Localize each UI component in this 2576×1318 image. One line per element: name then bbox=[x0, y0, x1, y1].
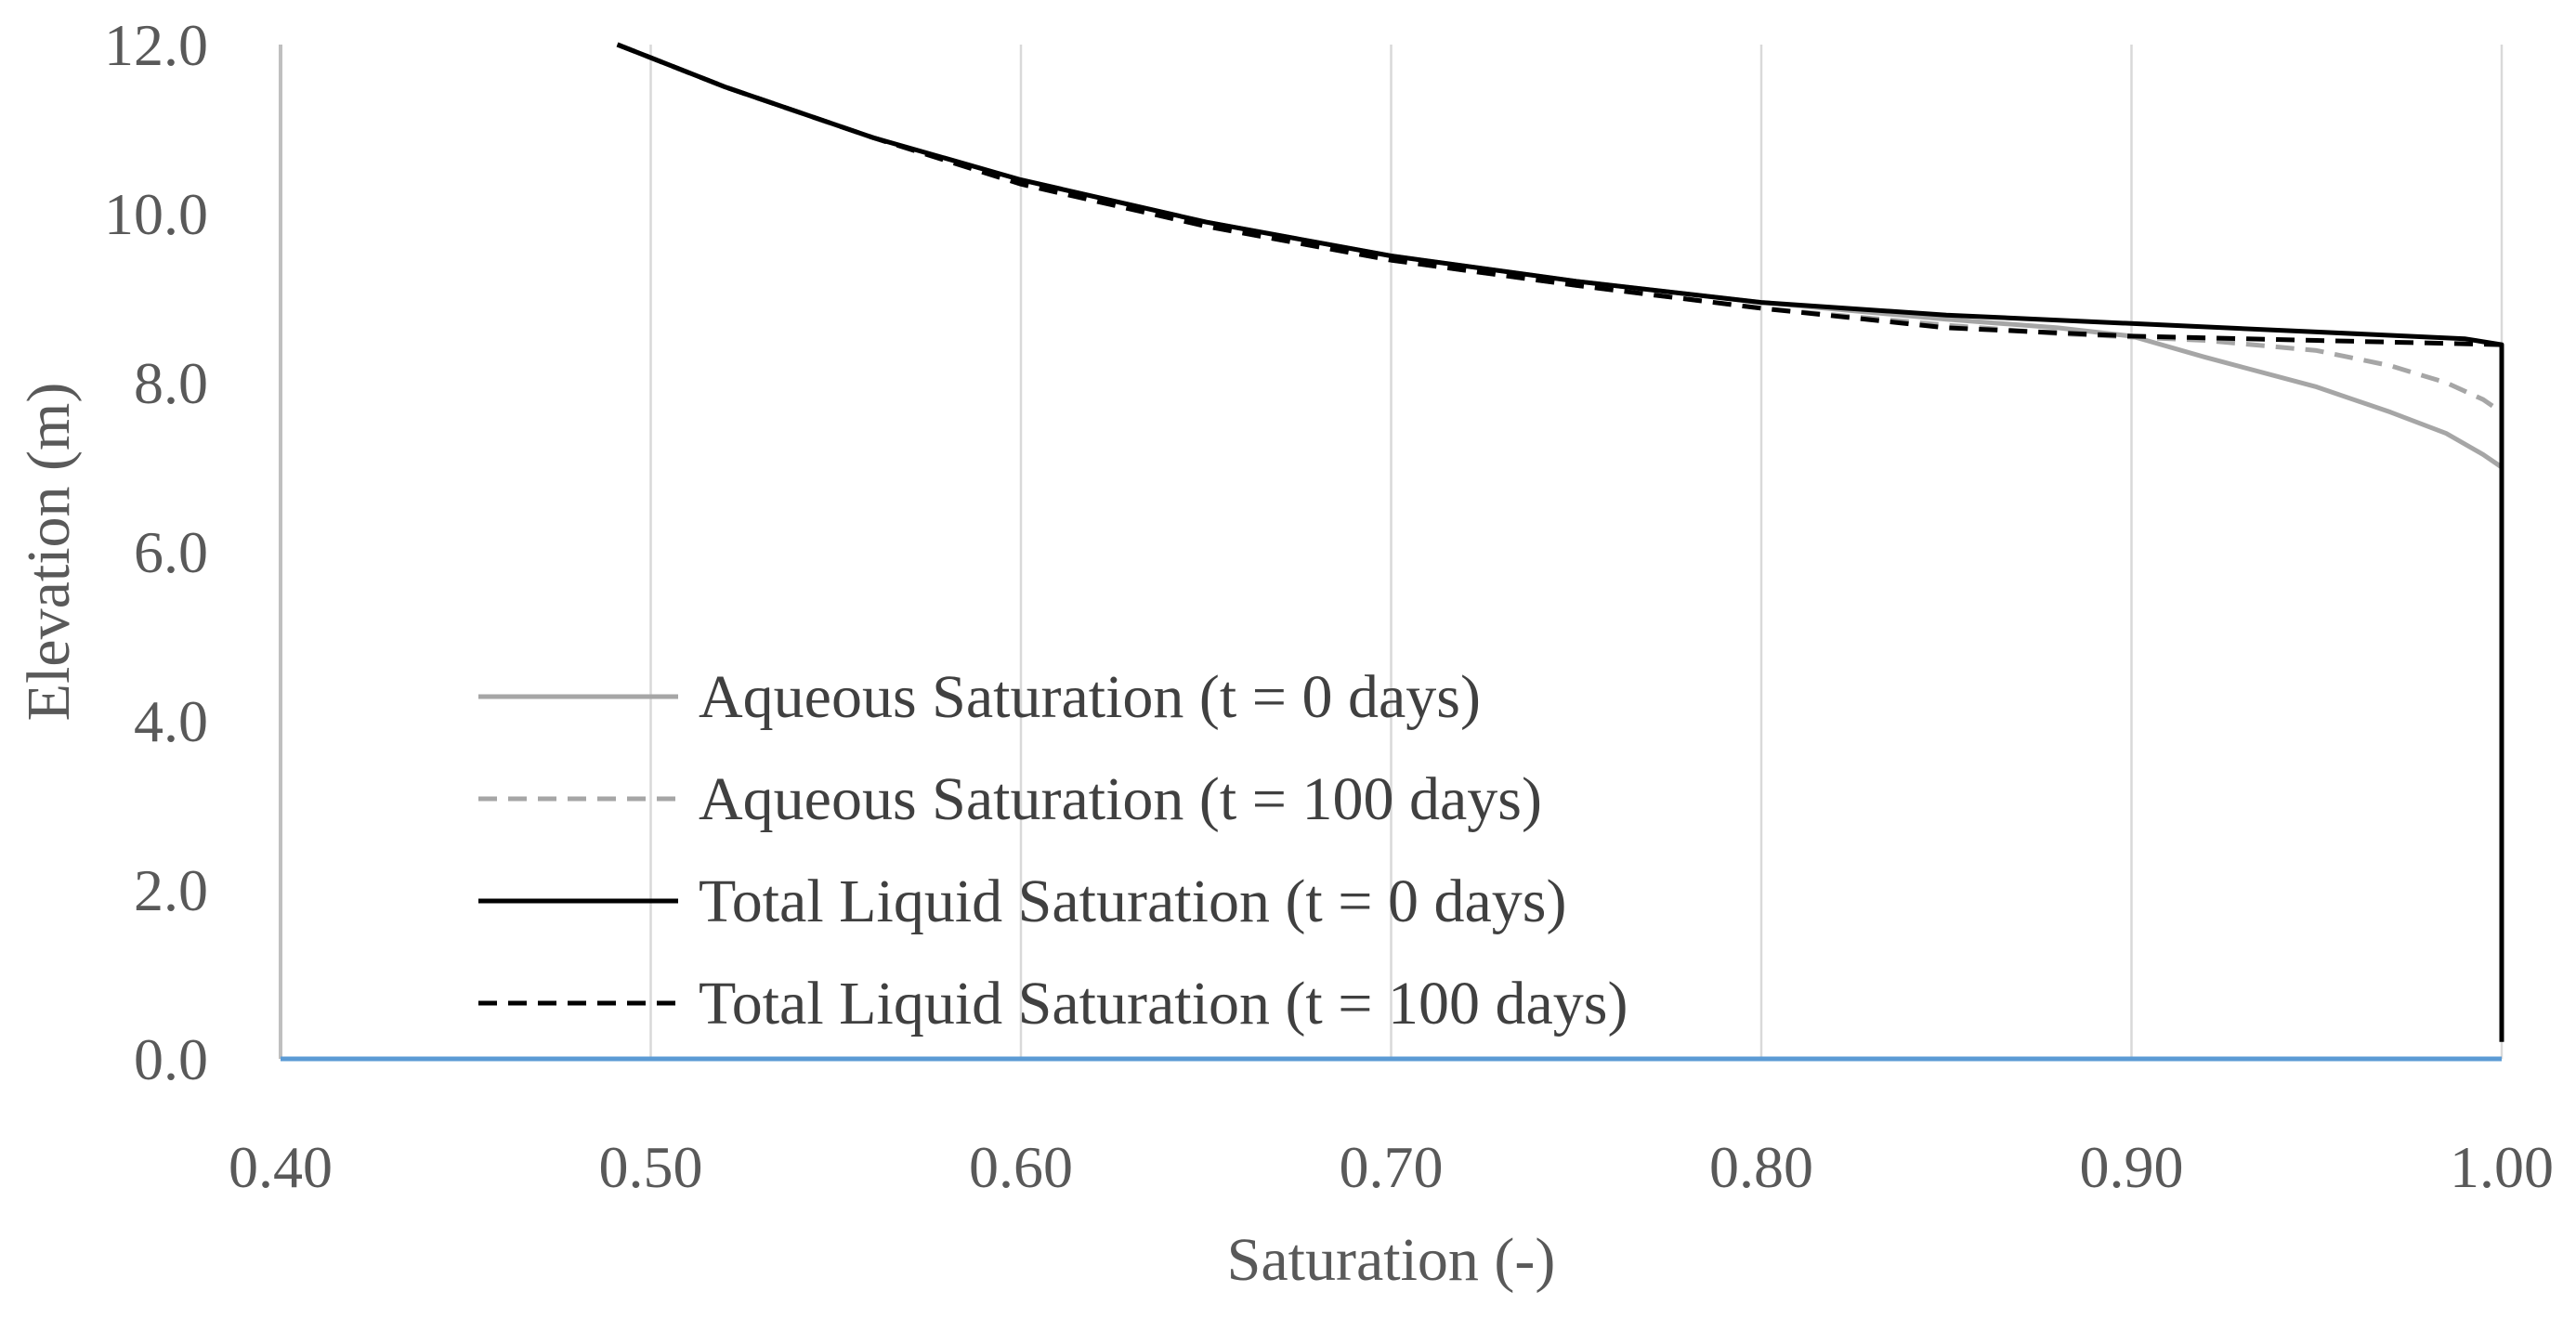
x-axis-title: Saturation (-) bbox=[1227, 1226, 1556, 1294]
y-axis-title: Elevation (m) bbox=[15, 383, 83, 722]
x-tick-label: 0.50 bbox=[599, 1134, 703, 1200]
x-tick-label: 0.40 bbox=[229, 1134, 333, 1200]
series-line-4 bbox=[616, 42, 2503, 347]
legend-label-4: Total Liquid Saturation (t = 100 days) bbox=[699, 970, 1628, 1037]
y-tick-label: 6.0 bbox=[134, 519, 208, 585]
x-tick-label: 0.80 bbox=[1709, 1134, 1813, 1200]
y-tick-label: 0.0 bbox=[134, 1026, 208, 1092]
legend: Aqueous Saturation (t = 0 days) Aqueous S… bbox=[478, 663, 1628, 1037]
tick-labels: 0.40 0.50 0.60 0.70 0.80 0.90 1.00 0.0 2.0 4.0 6.0… bbox=[104, 12, 2554, 1200]
y-tick-label: 12.0 bbox=[104, 12, 208, 78]
series-lines bbox=[616, 42, 2504, 1042]
x-tick-label: 1.00 bbox=[2450, 1134, 2554, 1200]
legend-label-3: Total Liquid Saturation (t = 0 days) bbox=[699, 868, 1566, 935]
y-tick-label: 10.0 bbox=[104, 181, 208, 247]
legend-label-1: Aqueous Saturation (t = 0 days) bbox=[699, 663, 1481, 731]
x-tick-label: 0.90 bbox=[2080, 1134, 2184, 1200]
y-tick-label: 4.0 bbox=[134, 688, 208, 754]
legend-label-2: Aqueous Saturation (t = 100 days) bbox=[699, 765, 1542, 833]
x-tick-label: 0.60 bbox=[969, 1134, 1073, 1200]
x-tick-label: 0.70 bbox=[1340, 1134, 1444, 1200]
y-tick-label: 8.0 bbox=[134, 350, 208, 416]
axes bbox=[279, 45, 2502, 1062]
y-tick-label: 2.0 bbox=[134, 857, 208, 923]
